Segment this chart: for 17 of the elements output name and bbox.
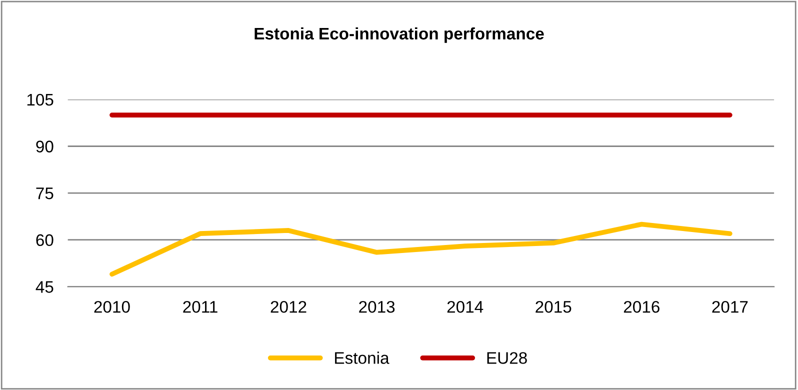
x-tick-label: 2016	[624, 300, 660, 313]
x-tick-label: 2015	[536, 300, 572, 313]
chart-title: Estonia Eco-innovation performance	[254, 27, 544, 43]
y-tick-label: 105	[27, 94, 54, 106]
y-tick-label: 75	[36, 188, 54, 200]
x-tick-label: 2014	[447, 300, 484, 313]
y-tick-label: 90	[36, 140, 54, 152]
line-series	[110, 222, 732, 277]
x-tick-label: 2013	[359, 300, 395, 313]
y-tick-label: 60	[36, 234, 54, 246]
x-tick-label: 2011	[183, 300, 218, 313]
legend-label: Estonia	[335, 352, 390, 364]
x-tick-label: 2010	[94, 300, 130, 313]
y-tick-label: 45	[36, 281, 54, 293]
x-tick-label: 2012	[270, 300, 306, 313]
legend-label: EU28	[487, 352, 527, 364]
x-tick-label: 2017	[712, 300, 748, 313]
